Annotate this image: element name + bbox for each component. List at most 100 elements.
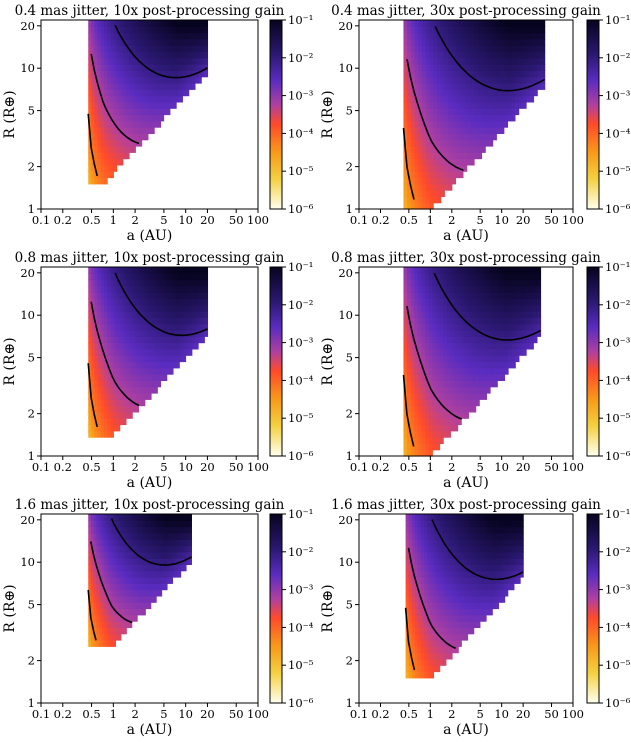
heatmap-cell (445, 532, 450, 540)
heatmap-cell (427, 671, 431, 679)
heatmap-cell (492, 64, 497, 71)
heatmap-cell (529, 298, 534, 306)
heatmap-cell (188, 285, 193, 293)
heatmap-cell (107, 577, 111, 584)
x-tick-label: 0.5 (82, 707, 100, 721)
heatmap-cell (433, 89, 438, 97)
heatmap-cell (141, 83, 146, 90)
heatmap-cell (150, 127, 155, 134)
heatmap-cell (156, 558, 160, 565)
heatmap-cell (182, 311, 187, 318)
heatmap-cell (100, 418, 105, 426)
heatmap-cell (500, 317, 506, 325)
heatmap-cell (450, 304, 455, 312)
x-tick-label: 2 (131, 213, 138, 227)
heatmap-cell (533, 83, 538, 90)
heatmap-cell (471, 386, 477, 394)
heatmap-cell (88, 558, 92, 565)
heatmap-cell (115, 514, 119, 521)
heatmap-cell (421, 348, 426, 356)
heatmap-cell (99, 570, 103, 578)
heatmap-cell (475, 386, 480, 394)
heatmap-cell (410, 114, 416, 122)
heatmap-cell (461, 633, 465, 641)
heatmap-cell (410, 405, 415, 413)
heatmap-cell (537, 45, 542, 53)
heatmap-cell (115, 570, 119, 578)
heatmap-cell (500, 361, 506, 369)
heatmap-cell (125, 317, 130, 325)
heatmap-cell (432, 323, 437, 331)
heatmap-cell (433, 51, 438, 59)
heatmap-cell (91, 164, 96, 172)
heatmap-cell (425, 418, 430, 426)
heatmap-cell (518, 26, 523, 34)
heatmap-cell (185, 285, 190, 293)
heatmap-cell (113, 152, 118, 160)
heatmap-cell (421, 386, 426, 394)
heatmap-cell (461, 602, 465, 610)
heatmap-cell (470, 51, 475, 59)
heatmap-cell (464, 633, 469, 641)
heatmap-cell (88, 32, 92, 40)
heatmap-cell (147, 38, 152, 46)
heatmap-cell (161, 570, 165, 578)
heatmap-cell (94, 330, 99, 337)
heatmap-cell (100, 133, 105, 141)
heatmap-cell (421, 589, 425, 597)
heatmap-cell (120, 602, 125, 610)
heatmap-cell (414, 348, 419, 356)
heatmap-cell (445, 551, 450, 559)
heatmap-cell (448, 164, 453, 172)
heatmap-cell (172, 273, 177, 281)
heatmap-cell (112, 514, 116, 521)
heatmap-cell (414, 202, 419, 210)
heatmap-cell (425, 190, 431, 197)
heatmap-cell (198, 267, 202, 274)
heatmap-cell (537, 38, 542, 46)
heatmap-cell (503, 26, 509, 34)
heatmap-cell (533, 76, 538, 84)
heatmap-cell (490, 317, 495, 325)
heatmap-cell (160, 348, 165, 356)
heatmap-cell (113, 267, 118, 274)
heatmap-cell (433, 177, 438, 185)
heatmap-cell (154, 336, 158, 344)
x-tick-label: 0.2 (371, 460, 389, 474)
heatmap-cell (138, 70, 143, 78)
heatmap-cell (518, 292, 524, 300)
heatmap-cell (442, 608, 447, 616)
heatmap-cell (118, 608, 122, 616)
heatmap-cell (492, 83, 497, 90)
heatmap-cell (407, 114, 412, 122)
heatmap-cell (166, 89, 171, 97)
heatmap-cell (94, 386, 99, 394)
heatmap-cell (425, 108, 431, 116)
heatmap-cell (97, 57, 102, 65)
heatmap-cell (191, 323, 196, 331)
heatmap-cell (508, 279, 513, 287)
heatmap-cell (418, 64, 423, 71)
heatmap-cell (150, 355, 155, 363)
heatmap-cell (179, 330, 183, 337)
heatmap-cell (486, 279, 491, 287)
heatmap-cell (97, 146, 102, 153)
colorbar-tick-label: 10⁻³ (605, 89, 631, 103)
heatmap-cell (459, 158, 464, 166)
heatmap-cell (495, 532, 499, 540)
heatmap-cell (466, 139, 471, 147)
heatmap-cell (443, 285, 448, 293)
heatmap-cell (457, 374, 462, 381)
heatmap-cell (529, 45, 535, 53)
heatmap-cell (451, 133, 457, 141)
heatmap-cell (142, 539, 146, 547)
heatmap-cell (191, 342, 196, 350)
heatmap-cell (536, 298, 542, 306)
heatmap-cell (107, 70, 111, 78)
heatmap-cell (526, 292, 531, 300)
heatmap-cell (507, 57, 512, 65)
heatmap-cell (429, 133, 434, 141)
heatmap-cell (110, 120, 114, 128)
heatmap-cell (475, 298, 480, 306)
heatmap-cell (418, 139, 423, 147)
